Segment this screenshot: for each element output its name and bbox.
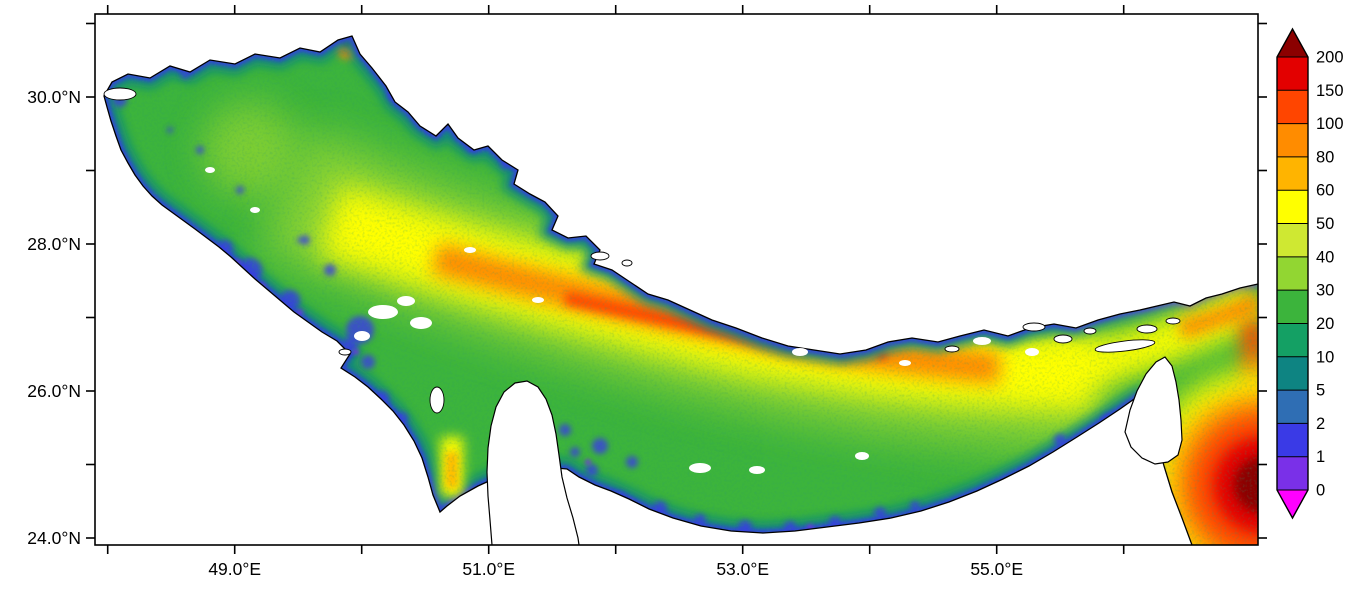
x-axis-tick-label: 55.0°E	[970, 559, 1023, 579]
qatar-peninsula	[487, 381, 579, 545]
colorbar-tick-label: 150	[1316, 82, 1344, 100]
colorbar-segment	[1277, 256, 1308, 291]
colorbar-tick-label: 10	[1316, 348, 1334, 366]
colorbar-arrow-bottom	[1277, 490, 1308, 518]
colorbar-outline	[1276, 27, 1309, 520]
colorbar-segment	[1277, 57, 1308, 91]
colorbar-tick-label: 30	[1316, 282, 1334, 300]
colorbar-segment	[1277, 356, 1308, 391]
no-data-patches	[205, 167, 1039, 474]
qatar-coastline	[486, 380, 580, 546]
colorbar-tick-label: 5	[1316, 382, 1325, 400]
islands	[103, 87, 1181, 414]
y-axis-labels: 30.0°N 28.0°N 26.0°N 24.0°N	[27, 87, 81, 548]
y-axis-tick-label: 30.0°N	[27, 87, 81, 107]
x-axis-tick-label: 51.0°E	[462, 559, 515, 579]
colorbar-tick-label: 100	[1316, 115, 1344, 133]
colorbar-tick-label: 0	[1316, 482, 1325, 500]
colorbar-segment	[1277, 123, 1308, 158]
musandam-peninsula	[1124, 356, 1183, 465]
plot-frame	[94, 13, 1259, 546]
colorbar-segment	[1277, 390, 1308, 424]
y-axis-tick-label: 28.0°N	[27, 234, 81, 254]
colorbar-tick-label: 40	[1316, 248, 1334, 266]
colorbar-tick-label: 60	[1316, 182, 1334, 200]
colorbar-segment	[1277, 90, 1308, 125]
land-overlays	[103, 87, 1183, 546]
y-axis-tick-label: 24.0°N	[27, 528, 81, 548]
colorbar-segment	[1277, 423, 1308, 458]
colorbar-tick-label: 20	[1316, 315, 1334, 333]
colorbar-tick-label: 1	[1316, 448, 1325, 466]
colorbar-segment	[1277, 190, 1308, 225]
colorbar-segment	[1277, 156, 1308, 191]
x-axis-tick-label: 49.0°E	[208, 559, 261, 579]
colorbar-segment	[1277, 456, 1308, 491]
colorbar-tick-label: 80	[1316, 148, 1334, 166]
colorbar-tick-label: 2	[1316, 415, 1325, 433]
colorbar-tick-label: 50	[1316, 215, 1334, 233]
colorbar-tick-label: 200	[1316, 49, 1344, 67]
colorbar-segment	[1277, 323, 1308, 358]
y-axis-tick-label: 26.0°N	[27, 381, 81, 401]
x-axis-labels: 49.0°E 51.0°E 53.0°E 55.0°E	[208, 559, 1023, 579]
axis-ticks	[86, 5, 1267, 554]
x-axis-tick-label: 53.0°E	[716, 559, 769, 579]
colorbar-arrow-top	[1277, 29, 1308, 57]
colorbar-segment	[1277, 290, 1308, 325]
colorbar-segment	[1277, 223, 1308, 258]
